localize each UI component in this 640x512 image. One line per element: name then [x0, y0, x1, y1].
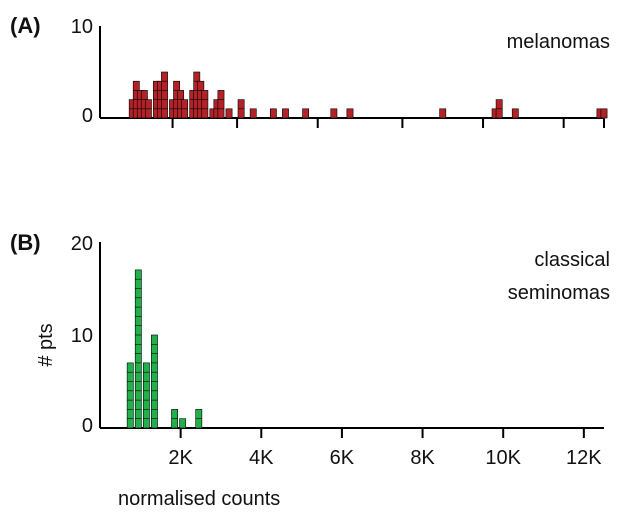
seminoma-bar — [126, 362, 134, 429]
panel-b: (B) 20 10 0 # pts 2K4K6K8K10K12K20K40K c… — [10, 230, 610, 510]
melanoma-bar — [282, 108, 289, 119]
melanoma-bar — [201, 90, 209, 119]
melanoma-bar — [161, 71, 168, 119]
seminoma-bar — [195, 409, 203, 429]
panel-b-xtick-label: 4K — [249, 447, 274, 469]
melanoma-bar — [600, 108, 608, 119]
panel-b-ytick-0: 0 — [82, 415, 93, 437]
panel-b-xticks: 2K4K6K8K10K12K20K40K — [168, 428, 602, 469]
panel-a: (A) 10 0 melanomas — [10, 13, 610, 128]
panel-b-xtick-label: 6K — [330, 447, 355, 469]
panel-b-annotation-line-2: seminomas — [508, 282, 610, 304]
panel-b-xtick-label: 8K — [410, 447, 435, 469]
panel-a-xticks — [171, 118, 605, 128]
panel-b-xtick-label: 10K — [485, 447, 521, 469]
melanoma-bar — [346, 108, 354, 119]
melanoma-bar — [225, 108, 233, 119]
panel-b-ytick-10: 10 — [71, 325, 93, 347]
seminoma-bar — [151, 334, 158, 429]
panel-a-bars — [128, 71, 608, 119]
panel-b-ytick-20: 20 — [71, 233, 93, 255]
panel-b-xtick-label: 2K — [168, 447, 193, 469]
panel-a-ytick-10: 10 — [71, 16, 93, 38]
panel-b-label: (B) — [10, 230, 41, 255]
panel-a-label: (A) — [10, 13, 41, 38]
seminoma-bar — [171, 409, 178, 429]
melanoma-bar — [237, 99, 245, 119]
panel-b-annotation-line-1: classical — [534, 249, 610, 271]
seminoma-bar — [179, 418, 187, 429]
melanoma-bar — [144, 99, 152, 119]
melanoma-bar — [217, 90, 225, 119]
melanoma-bar — [249, 108, 257, 119]
seminoma-bar — [134, 269, 142, 429]
melanoma-bar — [330, 108, 338, 119]
melanoma-bar — [269, 108, 277, 119]
panel-b-xtick-label: 12K — [566, 447, 602, 469]
seminoma-bar — [142, 362, 150, 429]
panel-b-bars — [126, 269, 203, 429]
y-axis-title: # pts — [35, 323, 57, 366]
melanoma-bar — [511, 108, 519, 119]
x-axis-title: normalised counts — [118, 488, 280, 510]
melanoma-bar — [439, 108, 447, 119]
melanoma-bar — [302, 108, 310, 119]
melanoma-bar — [181, 99, 189, 119]
melanoma-bar — [495, 99, 503, 119]
panel-a-ytick-0: 0 — [82, 105, 93, 127]
panel-a-annotation: melanomas — [507, 31, 610, 53]
